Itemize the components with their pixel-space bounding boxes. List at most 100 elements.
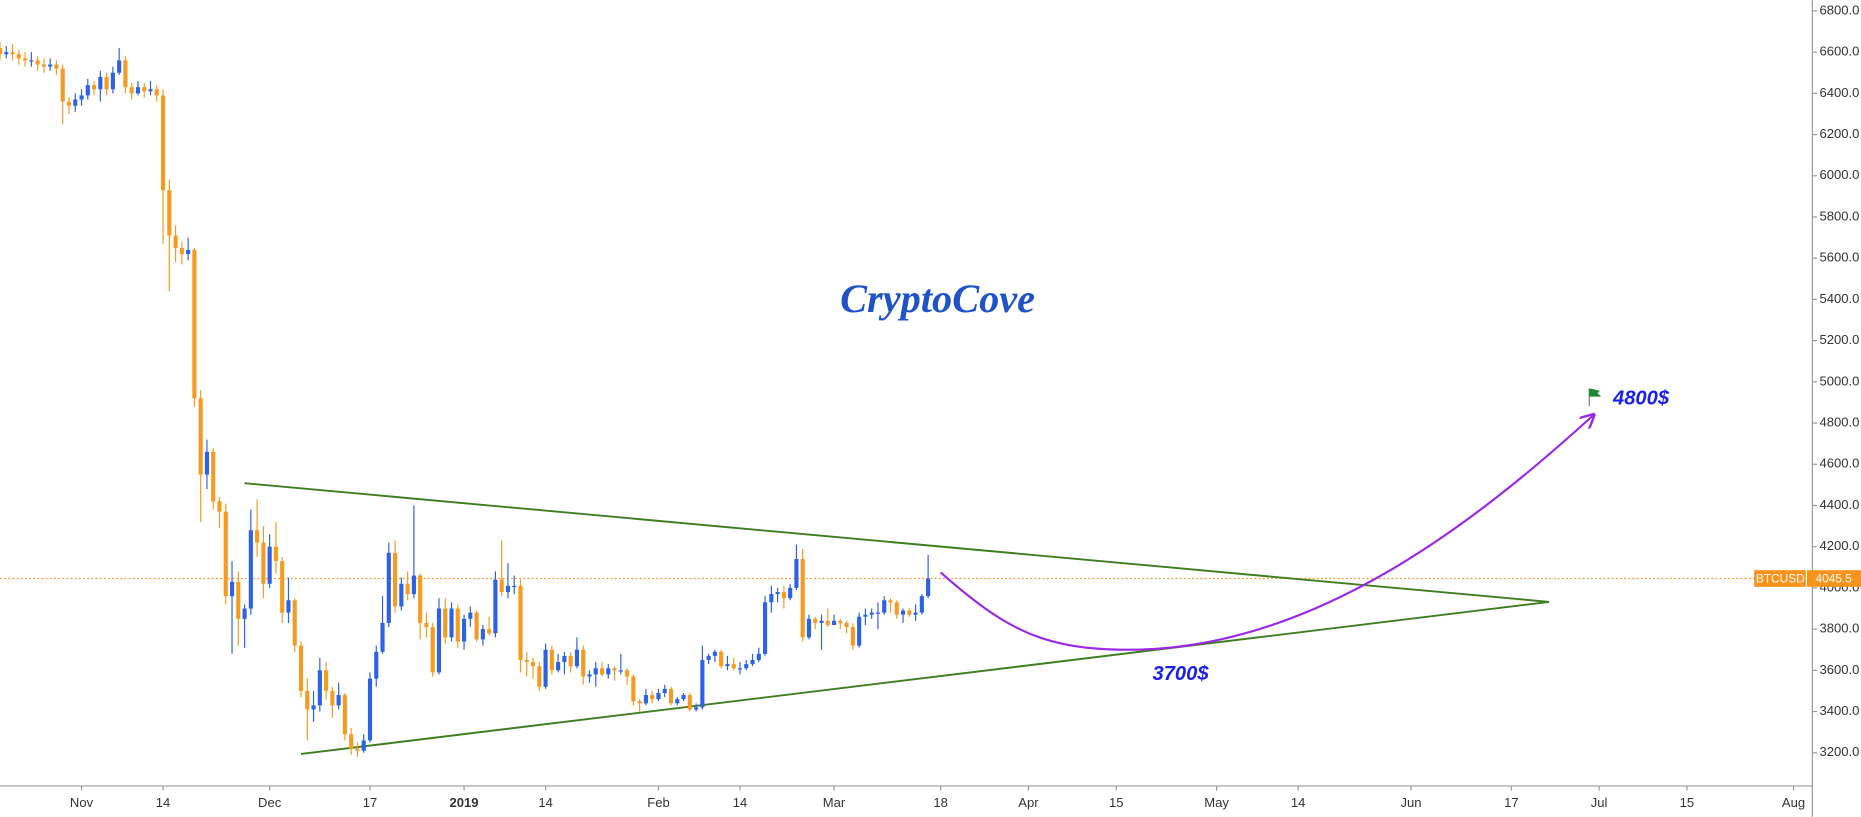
candle-body: [117, 60, 122, 73]
candle-body: [204, 451, 210, 475]
y-tick-label: 6800.0: [1819, 2, 1859, 17]
flag: [1589, 388, 1602, 397]
candle-body: [474, 612, 479, 640]
candle-body: [806, 618, 812, 638]
last-price-value: 4045.5: [1816, 571, 1853, 585]
candle-body: [186, 249, 191, 255]
candle-body: [731, 664, 736, 669]
candle-body: [712, 651, 717, 656]
candle-body: [411, 575, 416, 595]
x-tick-label: 17: [1504, 795, 1519, 810]
candle-body: [568, 655, 573, 667]
x-tick-label: Aug: [1782, 795, 1805, 810]
candle-body: [882, 600, 887, 613]
last-price-tag: [1754, 570, 1861, 587]
candle-body: [261, 542, 266, 584]
candle-body: [919, 596, 924, 613]
candle-body: [79, 95, 84, 100]
candle-body: [142, 87, 147, 92]
target-label: 3700$: [1153, 663, 1210, 685]
candle-body: [73, 99, 78, 106]
candle-body: [54, 64, 59, 69]
projection-curve: [939, 416, 1593, 651]
candle-body: [618, 670, 623, 672]
candle-body: [850, 627, 855, 646]
candle-body: [236, 581, 241, 619]
candle-body: [41, 64, 46, 67]
candle-body: [255, 530, 260, 543]
candle-body: [650, 695, 655, 700]
y-tick-label: 5000.0: [1819, 373, 1859, 388]
candle-body: [298, 645, 304, 691]
candle-body: [556, 662, 561, 671]
candle-body: [769, 594, 774, 603]
x-tick-label: Jul: [1591, 795, 1608, 810]
candle-body: [518, 585, 523, 661]
candle-body: [599, 668, 605, 675]
x-tick-label: Mar: [823, 795, 846, 810]
candle-body: [367, 678, 373, 741]
candle-body: [336, 695, 341, 706]
x-tick-label: Apr: [1018, 795, 1039, 810]
candle-body: [317, 670, 322, 706]
candle-body: [217, 501, 222, 512]
candle-body: [48, 64, 53, 67]
trendline: [300, 600, 1550, 755]
candle-body: [530, 662, 536, 667]
x-tick-label: Jun: [1400, 795, 1421, 810]
trendline: [244, 482, 1550, 603]
candle-body: [744, 664, 749, 669]
y-tick-label: 6000.0: [1819, 167, 1859, 182]
candle-body: [91, 85, 97, 90]
target-label: 4800$: [1612, 387, 1670, 409]
candle-body: [349, 734, 354, 749]
candle-body: [775, 592, 780, 595]
candle-body: [393, 552, 398, 607]
candle-body: [875, 612, 881, 614]
candle-body: [926, 578, 931, 597]
y-tick-label: 3600.0: [1819, 662, 1859, 677]
x-tick-label: May: [1204, 795, 1229, 810]
candle-body: [405, 583, 410, 595]
candle-body: [98, 76, 103, 90]
candle-body: [750, 660, 755, 665]
candle-body: [725, 664, 730, 667]
candle-body: [167, 190, 172, 236]
candle-body: [587, 674, 592, 677]
candle-body: [857, 616, 862, 646]
x-tick-label: 17: [363, 795, 378, 810]
y-tick-label: 6200.0: [1819, 126, 1859, 141]
candle-body: [123, 60, 128, 88]
candle-body: [487, 629, 492, 634]
candle-body: [900, 610, 906, 615]
candle-body: [386, 552, 391, 623]
candle-body: [794, 559, 799, 588]
candle-body: [681, 695, 686, 700]
y-tick-label: 3400.0: [1819, 703, 1859, 718]
candle-body: [512, 585, 517, 588]
candle-body: [480, 629, 485, 640]
candle-body: [612, 668, 617, 671]
candle-body: [399, 583, 404, 607]
x-tick-label: Dec: [258, 795, 282, 810]
candle-body: [305, 690, 310, 710]
candle-body: [229, 581, 235, 597]
last-price-name: BTCUSD: [1756, 571, 1805, 585]
y-tick-label: 6600.0: [1819, 44, 1859, 59]
candle-body: [825, 620, 830, 625]
candle-body: [443, 608, 448, 638]
candle-body: [493, 579, 498, 634]
candle-body: [863, 614, 868, 617]
candle-body: [543, 649, 548, 687]
candle-body: [800, 559, 805, 638]
candle-body: [324, 670, 329, 691]
candle-body: [813, 618, 818, 623]
candle-body: [499, 579, 504, 593]
candle-body: [211, 451, 216, 502]
candle-body: [574, 649, 580, 667]
candle-body: [888, 600, 893, 603]
candle-body: [330, 690, 335, 706]
candle-body: [4, 52, 9, 55]
